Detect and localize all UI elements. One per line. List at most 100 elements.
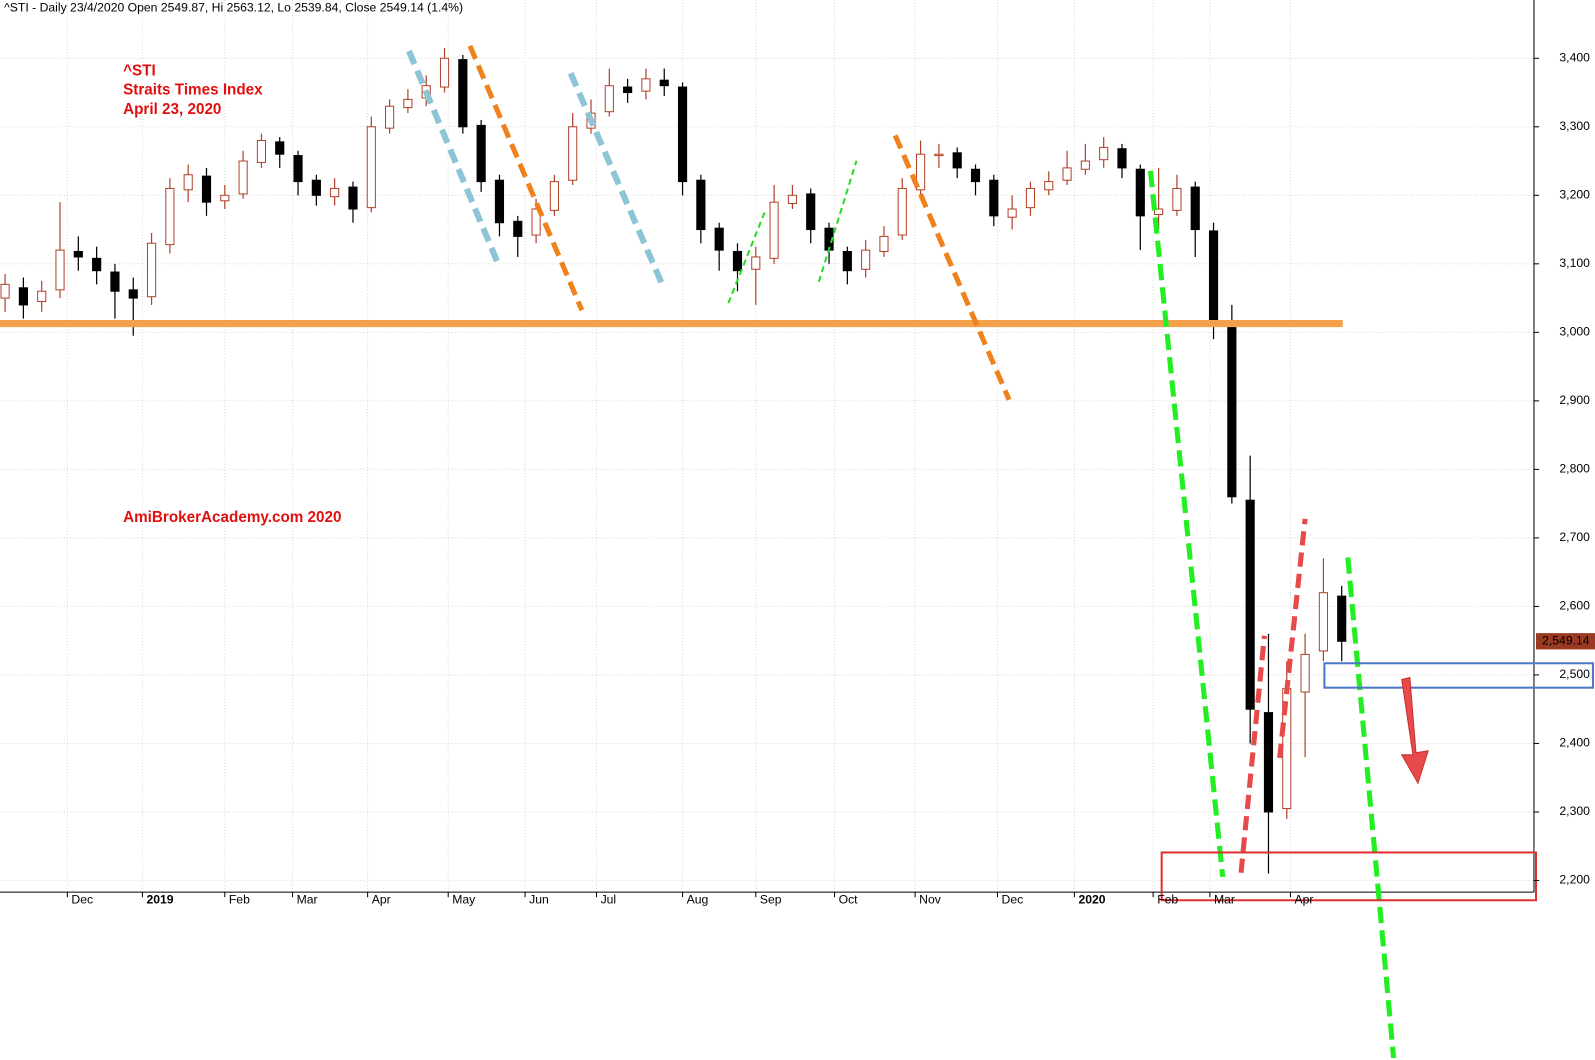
- candle-body: [952, 152, 962, 169]
- candle-body: [476, 124, 486, 183]
- candle-body: [311, 179, 321, 196]
- candle-body: [806, 193, 816, 231]
- candle-body: [1172, 187, 1182, 211]
- candle-body: [769, 201, 779, 259]
- candle-body: [732, 250, 743, 272]
- trend-line: [892, 134, 1012, 401]
- candle-body: [714, 227, 724, 251]
- candle-body: [604, 85, 614, 113]
- candle-body: [1007, 208, 1017, 218]
- candle-body: [1025, 187, 1036, 209]
- trend-line: [1277, 518, 1308, 759]
- x-tick-label: Mar: [297, 892, 318, 906]
- y-tick-label: 2,300: [1559, 804, 1590, 818]
- candle-body: [238, 160, 248, 195]
- y-tick-label: 2,800: [1559, 462, 1590, 476]
- candle-body: [1062, 167, 1072, 181]
- chart-title: ^STI - Daily 23/4/2020 Open 2549.87, Hi …: [4, 0, 463, 14]
- candle-body: [330, 187, 340, 198]
- annotation: AmiBrokerAcademy.com 2020: [123, 509, 341, 526]
- x-tick-label: Apr: [1295, 892, 1314, 906]
- candle-body: [531, 208, 541, 236]
- price-label: 2,549.14: [1542, 633, 1590, 647]
- y-tick-label: 2,200: [1559, 873, 1590, 887]
- candle-body: [110, 271, 120, 292]
- arrow: [1400, 676, 1429, 785]
- candle-body: [1337, 595, 1347, 642]
- x-tick-label: Mar: [1214, 892, 1235, 906]
- candle-body: [18, 287, 28, 306]
- candle-body: [1080, 160, 1090, 170]
- x-tick-label: Aug: [687, 892, 709, 906]
- candle-body: [696, 179, 706, 231]
- y-tick-label: 2,700: [1559, 530, 1590, 544]
- candle-body: [1300, 653, 1310, 693]
- candle-body: [1245, 499, 1255, 710]
- candle-body: [751, 256, 761, 270]
- candle-body: [92, 257, 102, 272]
- annotation: ^STI: [123, 62, 156, 79]
- candle-body: [1263, 712, 1274, 813]
- trend-line: [1147, 170, 1226, 878]
- candle-body: [879, 235, 889, 252]
- trend-line: [406, 49, 502, 266]
- candle-body: [861, 249, 871, 270]
- candle-body: [293, 155, 303, 183]
- candle-body: [275, 141, 285, 155]
- x-tick-label: Feb: [229, 892, 250, 906]
- candle-body: [934, 153, 944, 157]
- candle-body: [146, 242, 157, 298]
- candle-body: [989, 179, 999, 217]
- y-tick-label: 2,500: [1559, 667, 1590, 681]
- y-tick-label: 3,300: [1559, 119, 1590, 133]
- candle-body: [1135, 168, 1145, 217]
- y-tick-label: 2,600: [1559, 599, 1590, 613]
- x-tick-label: Oct: [839, 892, 859, 906]
- candle-body: [55, 249, 65, 291]
- trend-line: [467, 44, 585, 312]
- candle-body: [1117, 148, 1127, 169]
- y-tick-label: 3,400: [1559, 50, 1590, 64]
- candle-body: [1154, 208, 1164, 215]
- candle-body: [439, 57, 450, 88]
- x-tick-label: 2020: [1078, 892, 1105, 906]
- annotation: April 23, 2020: [123, 101, 221, 118]
- grid: [0, 0, 1534, 893]
- candle-body: [549, 181, 559, 211]
- candle-body: [201, 175, 212, 203]
- y-tick-label: 2,400: [1559, 736, 1590, 750]
- x-tick-label: Jul: [601, 892, 617, 906]
- x-tick-label: Dec: [1002, 892, 1024, 906]
- candle-body: [220, 194, 230, 202]
- x-tick-label: Apr: [372, 892, 391, 906]
- annotation: Straits Times Index: [123, 82, 263, 99]
- zone-box: [1160, 851, 1538, 902]
- candle-body: [403, 98, 413, 109]
- candle-body: [0, 283, 10, 299]
- candle-body: [970, 168, 981, 183]
- trend-line: [1345, 557, 1397, 1059]
- candle-body: [348, 186, 358, 210]
- candle-body: [641, 78, 651, 92]
- x-tick-label: Sep: [760, 892, 782, 906]
- trend-line: [727, 211, 766, 304]
- axis: 2,200 2,300 2,400 2,500 2,600 2,700 2,800 2,900…: [66, 50, 1595, 906]
- trend-line: [567, 72, 667, 289]
- candle-body: [366, 126, 376, 209]
- candle-body: [659, 79, 669, 87]
- price-label-box: [1536, 633, 1595, 650]
- candle-body: [677, 86, 688, 183]
- candle-body: [842, 250, 852, 272]
- candle-body: [458, 59, 468, 128]
- y-tick-label: 3,200: [1559, 188, 1590, 202]
- x-tick-label: May: [452, 892, 476, 906]
- candle-body: [1227, 323, 1237, 498]
- candle-body: [1099, 146, 1109, 161]
- candle-body: [1190, 186, 1200, 231]
- candle-body: [73, 250, 83, 258]
- y-tick-label: 2,900: [1559, 393, 1590, 407]
- candle-body: [385, 105, 395, 129]
- candle-body: [916, 153, 926, 191]
